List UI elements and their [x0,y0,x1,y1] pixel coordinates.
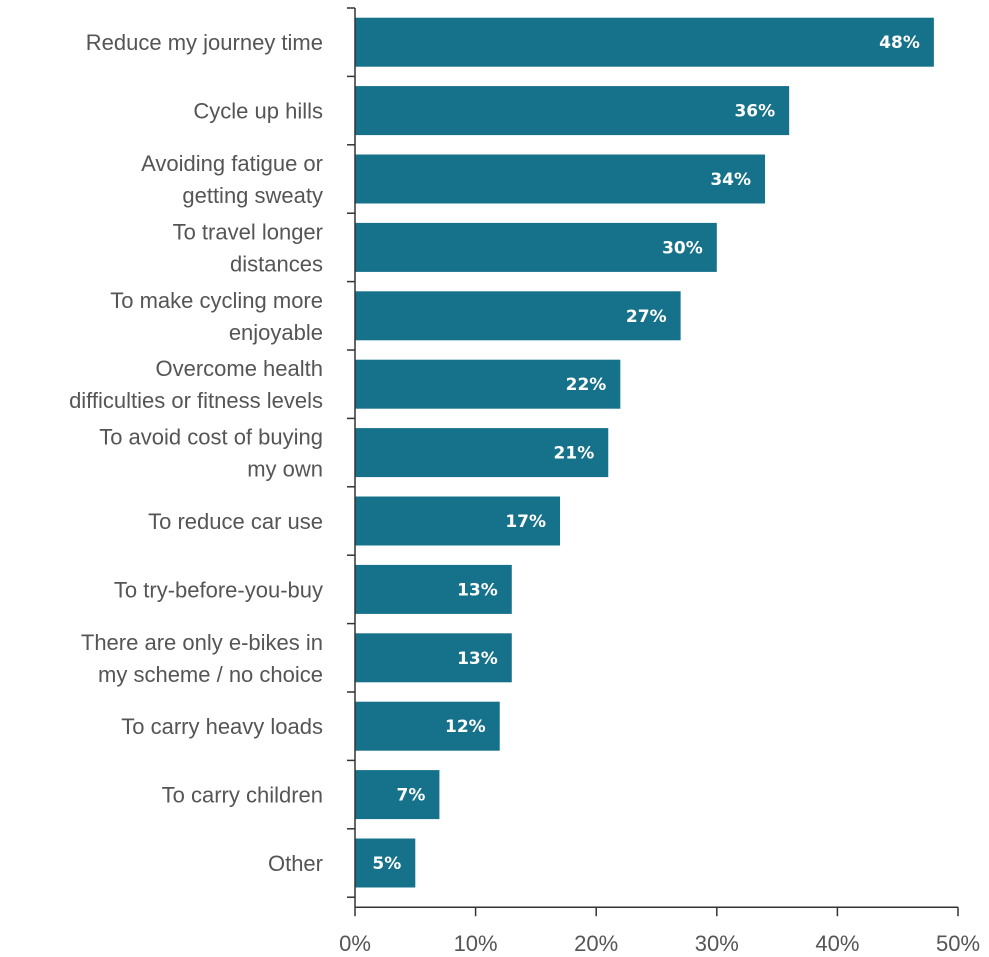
bar [355,496,561,546]
category-label: To carry heavy loads [121,714,323,739]
category-label: getting sweaty [182,183,323,208]
x-tick-label: 40% [815,931,859,956]
bar [355,359,621,409]
x-tick-label: 20% [574,931,618,956]
category-label: Overcome health [155,356,323,381]
bar [355,291,681,341]
bar [355,428,609,478]
bar [355,86,790,136]
category-label: To carry children [162,783,323,808]
category-label: distances [230,251,323,276]
category-label: Reduce my journey time [86,30,323,55]
bar-value-label: 7% [397,786,426,806]
category-label: To try-before-you-buy [114,577,323,602]
category-label: Avoiding fatigue or [141,151,323,176]
category-label: Cycle up hills [193,99,323,124]
bar-value-label: 36% [734,102,775,122]
bar [355,17,934,67]
category-label: To reduce car use [148,509,323,534]
category-label: There are only e-bikes in [81,630,323,655]
bar-value-label: 30% [662,238,703,258]
x-tick-label: 50% [936,931,980,956]
bar [355,222,717,272]
category-label: my scheme / no choice [98,662,323,687]
category-label: my own [247,457,323,482]
bar-value-label: 13% [457,580,498,600]
bar [355,770,440,820]
bar-value-label: 13% [457,649,498,669]
bar-value-label: 34% [710,170,751,190]
bar-value-label: 12% [445,717,486,737]
x-tick-label: 0% [339,931,371,956]
bar [355,154,766,204]
bar-value-label: 22% [566,375,607,395]
bar-value-label: 5% [372,854,401,874]
category-label: Other [268,851,323,876]
bar-value-label: 27% [626,307,667,327]
category-label: To travel longer [173,219,323,244]
bar [355,838,416,888]
x-tick-label: 30% [695,931,739,956]
category-label: To avoid cost of buying [99,425,323,450]
x-tick-label: 10% [454,931,498,956]
category-label: difficulties or fitness levels [69,388,323,413]
bar [355,633,512,683]
axes-group: 0% 10% 20% 30% 40% 50% [339,7,980,956]
bar-value-label: 48% [879,33,920,53]
bar-value-label: 17% [505,512,546,532]
bar [355,564,512,614]
category-label: To make cycling more [110,288,323,313]
bar [355,701,500,751]
category-label: enjoyable [229,320,323,345]
bar-value-label: 21% [554,444,595,464]
bars-group: 48% Reduce my journey time 36% Cycle up hil… [69,17,934,888]
